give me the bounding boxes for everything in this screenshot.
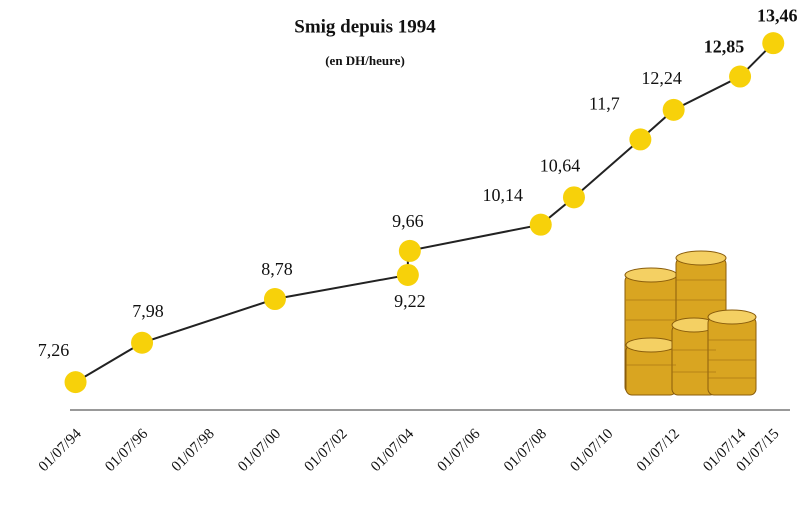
marker	[263, 288, 286, 311]
x-tick-label: 01/07/98	[169, 426, 218, 475]
data-label: 9,66	[392, 211, 424, 231]
x-tick-label: 01/07/10	[567, 426, 616, 475]
x-tick-label: 01/07/02	[302, 426, 351, 475]
coins-illustration	[624, 250, 757, 396]
x-tick-label: 01/07/96	[102, 426, 151, 475]
marker	[729, 65, 752, 88]
marker	[762, 32, 785, 55]
data-label: 10,14	[483, 185, 524, 205]
marker	[398, 239, 421, 262]
marker	[64, 371, 87, 394]
data-label: 10,64	[540, 155, 581, 175]
chart-subtitle: (en DH/heure)	[325, 53, 405, 68]
x-tick-label: 01/07/00	[235, 426, 284, 475]
x-tick-label: 01/07/94	[36, 426, 85, 475]
marker	[529, 213, 552, 236]
marker	[662, 98, 685, 121]
data-label: 8,78	[261, 259, 293, 279]
x-tick-label: 01/07/08	[501, 426, 550, 475]
marker	[396, 263, 419, 286]
chart-title: Smig depuis 1994	[294, 16, 436, 37]
x-tick-label: 01/07/06	[434, 426, 483, 475]
data-label: 13,46	[757, 5, 798, 25]
data-label: 12,24	[641, 68, 682, 88]
marker	[629, 128, 652, 151]
data-label: 11,7	[589, 94, 620, 114]
marker	[131, 331, 154, 354]
data-label: 9,22	[394, 291, 426, 311]
marker	[562, 186, 585, 209]
data-label: 7,98	[132, 301, 164, 321]
data-label: 12,85	[704, 37, 745, 57]
x-tick-label: 01/07/04	[368, 426, 417, 475]
x-tick-label: 01/07/12	[634, 426, 683, 475]
data-label: 7,26	[38, 340, 70, 360]
